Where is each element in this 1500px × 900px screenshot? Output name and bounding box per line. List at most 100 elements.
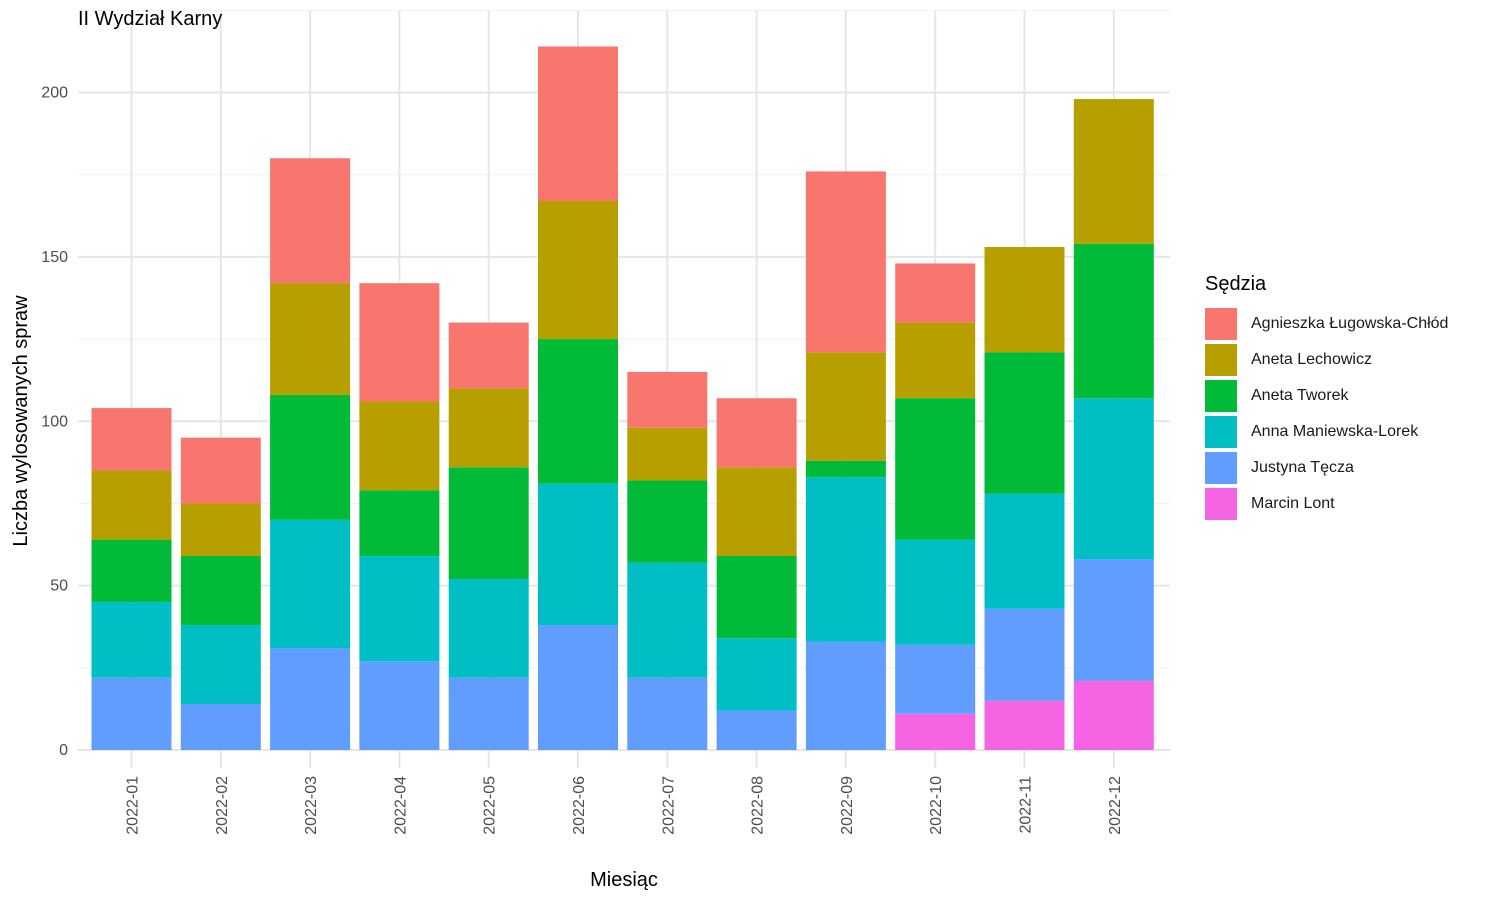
legend-title: Sędzia (1205, 273, 1267, 295)
bar-segment (180, 503, 261, 557)
chart-title: II Wydział Karny (78, 8, 223, 30)
bar-segment (180, 437, 261, 504)
bar-segment (448, 467, 529, 580)
bar-segment (180, 625, 261, 704)
bar-segment (805, 460, 886, 478)
bar-segment (270, 394, 351, 520)
bar-segment (91, 602, 172, 678)
x-tick-label: 2022-05 (482, 776, 499, 835)
bar-segment (1073, 99, 1154, 244)
bar-segment (627, 427, 708, 481)
x-tick-label: 2022-01 (125, 776, 142, 835)
bar-segment (1073, 243, 1154, 399)
bar-segment (716, 638, 797, 711)
bar-segment (359, 661, 440, 750)
bar-segment (716, 556, 797, 639)
legend-item: Justyna Tęcza (1205, 450, 1448, 486)
x-tick-label: 2022-08 (750, 776, 767, 835)
bar-segment (627, 677, 708, 750)
x-tick-label: 2022-04 (392, 776, 409, 835)
bar-segment (448, 388, 529, 468)
bars (91, 46, 1154, 750)
y-axis-label: Liczba wylosowanych spraw (10, 295, 32, 547)
legend-key (1205, 416, 1237, 448)
legend-item: Aneta Tworek (1205, 378, 1448, 414)
bar-segment (1073, 680, 1154, 750)
bar-segment (359, 401, 440, 491)
bar-segment (716, 467, 797, 557)
legend-key (1205, 488, 1237, 520)
legend-label: Anna Maniewska-Lorek (1251, 423, 1419, 440)
bar-segment (91, 408, 172, 471)
bar-segment (895, 263, 976, 323)
x-tick-label: 2022-02 (214, 776, 231, 835)
legend-key (1205, 344, 1237, 376)
legend-item: Aneta Lechowicz (1205, 342, 1448, 378)
bar-segment (359, 283, 440, 402)
bar-segment (359, 490, 440, 557)
legend-label: Aneta Tworek (1251, 387, 1349, 404)
bar-segment (270, 283, 351, 395)
bar-segment (448, 677, 529, 750)
y-tick-label: 50 (50, 578, 68, 595)
bar-segment (805, 171, 886, 353)
legend: Sędzia Agnieszka Ługowska-Chłód Aneta Lec… (1205, 273, 1448, 522)
bar-segment (270, 519, 351, 649)
bar-segment (91, 470, 172, 540)
bar-segment (538, 625, 618, 750)
legend-label: Marcin Lont (1251, 495, 1335, 512)
x-tick-label: 2022-09 (839, 776, 856, 835)
bar-segment (448, 322, 529, 389)
bar-segment (984, 493, 1065, 609)
x-tick-label: 2022-11 (1018, 776, 1035, 834)
y-tick-label: 0 (59, 742, 68, 759)
legend-key (1205, 452, 1237, 484)
bar-segment (91, 539, 172, 603)
y-tick-label: 200 (41, 85, 68, 102)
bar-segment (984, 247, 1065, 353)
bar-segment (180, 703, 261, 750)
x-tick-label: 2022-12 (1107, 776, 1124, 835)
bar-segment (716, 710, 797, 750)
x-axis-label: Miesiąc (590, 869, 658, 891)
bar-segment (895, 644, 976, 714)
y-tick-label: 100 (41, 413, 68, 430)
bar-segment (627, 480, 708, 563)
bar-segment (448, 579, 529, 678)
bar-segment (627, 371, 708, 428)
bar-segment (538, 483, 618, 626)
bar-segment (538, 46, 618, 201)
bar-segment (1073, 559, 1154, 681)
bar-segment (716, 398, 797, 468)
bar-segment (627, 562, 708, 678)
bar-segment (538, 339, 618, 484)
legend-item: Anna Maniewska-Lorek (1205, 414, 1448, 450)
bar-segment (180, 556, 261, 626)
bar-segment (895, 322, 976, 399)
bar-segment (538, 200, 618, 340)
bar-segment (984, 352, 1065, 494)
legend-label: Aneta Lechowicz (1251, 351, 1372, 368)
bar-segment (895, 713, 976, 750)
bar-segment (359, 556, 440, 662)
bar-segment (270, 158, 351, 284)
legend-key (1205, 308, 1237, 340)
legend-key (1205, 380, 1237, 412)
x-tick-label: 2022-06 (571, 776, 588, 835)
legend-label: Agnieszka Ługowska-Chłód (1251, 315, 1449, 332)
legend-item: Marcin Lont (1205, 486, 1448, 522)
bar-segment (270, 648, 351, 750)
bar-segment (91, 677, 172, 750)
bar-segment (984, 700, 1065, 750)
y-axis-ticks: 0 50 100 150 200 (41, 85, 68, 760)
bar-segment (805, 641, 886, 750)
y-tick-label: 150 (41, 249, 68, 266)
bar-segment (984, 608, 1065, 701)
legend-item: Agnieszka Ługowska-Chłód (1205, 306, 1448, 342)
legend-label: Justyna Tęcza (1251, 459, 1354, 476)
x-tick-label: 2022-07 (660, 776, 677, 835)
x-axis-ticks: 2022-01 2022-02 2022-03 2022-04 2022-05 2022-… (125, 776, 1124, 835)
bar-segment (1073, 398, 1154, 560)
bar-segment (805, 352, 886, 461)
